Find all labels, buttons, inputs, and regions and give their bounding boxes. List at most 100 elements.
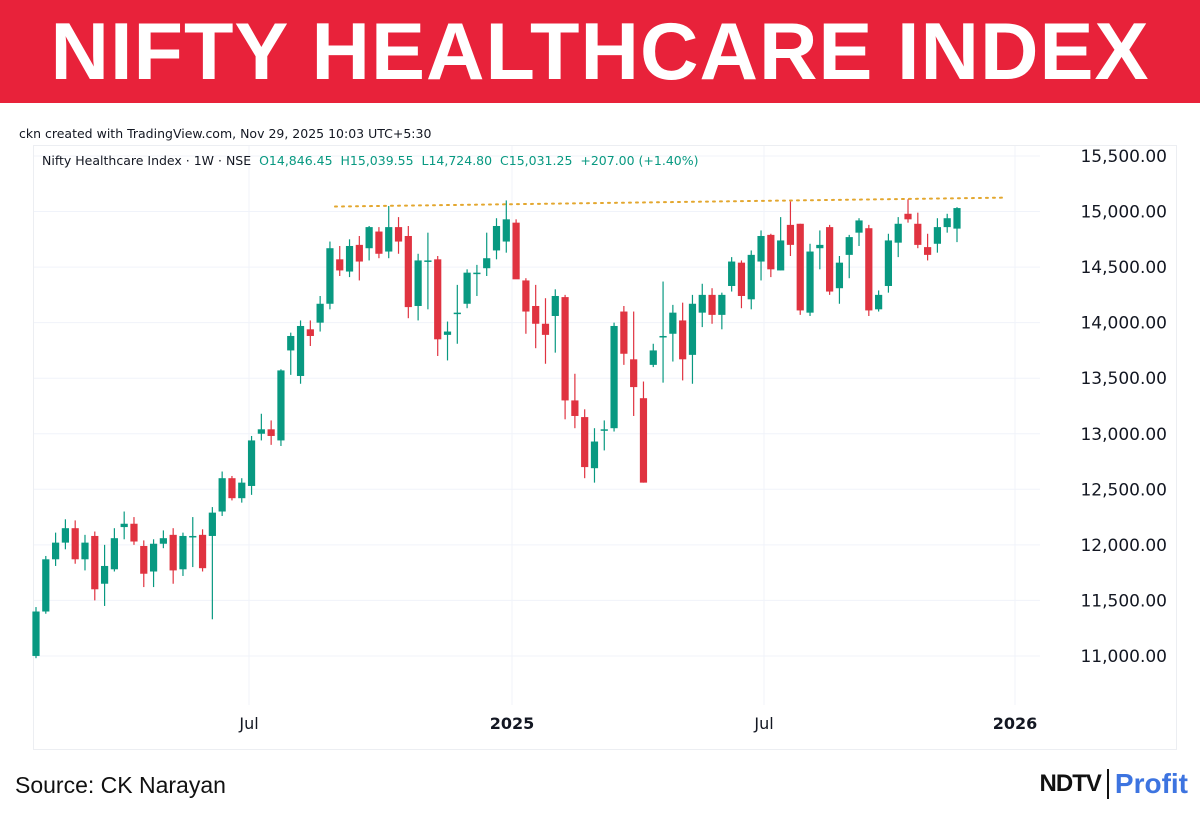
candle-up [287,335,295,351]
candle-up [42,559,50,612]
y-axis-label: 15,000.00 [1080,203,1167,223]
y-axis-label: 12,000.00 [1080,536,1167,556]
logo-profit: Profit [1114,768,1188,799]
candle-down [708,294,716,315]
candle-down [228,478,236,499]
candle-up [81,542,89,560]
candle-down [620,311,628,354]
y-axis-label: 15,500.00 [1080,147,1167,167]
candle-down [630,359,638,388]
candle-up [159,538,167,544]
candle-up [110,538,118,570]
chart-frame [33,145,1177,750]
candle-up [816,244,824,249]
candle-down [404,235,412,308]
ohlc-legend: Nifty Healthcare Index · 1W · NSE O14,84… [42,153,698,168]
candle-up [61,528,69,543]
resistance-line [334,196,1004,208]
candle-down [865,228,873,311]
candle-up [247,440,256,486]
candle-down [71,528,79,560]
candle-up [453,312,461,315]
candle-down [679,320,687,360]
y-axis-label: 12,500.00 [1080,480,1167,500]
candle-up [208,512,216,536]
legend-change: +207.00 (+1.40%) [580,153,699,168]
candle-up [32,611,40,656]
y-axis-label: 11,500.00 [1080,591,1167,611]
candle-up [728,261,736,286]
source-credit: Source: CK Narayan [15,772,226,798]
candle-up [316,303,324,323]
candle-up [414,260,422,306]
candle-up [894,223,902,243]
candle-up [943,218,951,228]
candle-up [600,429,608,431]
x-axis-label: 2026 [993,714,1038,733]
candle-down [541,323,550,335]
legend-open: O14,846.45 [259,153,333,168]
candle-up [610,325,618,429]
candle-down [130,523,138,542]
legend-close: C15,031.25 [500,153,573,168]
logo-ndtv: NDTV [1039,770,1102,797]
candle-up [845,237,853,255]
candle-up [855,220,863,233]
candle-up [669,312,677,334]
y-axis-label: 13,000.00 [1080,425,1167,445]
candle-up [100,565,109,584]
candle-down [826,227,834,292]
candle-up [345,245,354,272]
candle-up [777,240,785,271]
candle-down [532,305,540,324]
candle-up [659,335,667,338]
x-axis-label: Jul [753,714,773,733]
candle-down [639,398,648,483]
ndtv-profit-logo: NDTV Profit [1040,768,1188,800]
y-axis-label: 14,500.00 [1080,258,1167,278]
candle-down [796,223,804,311]
candle-up [257,429,265,434]
candle-up [757,235,765,262]
candle-up [835,262,844,289]
candle-up [483,258,491,269]
candle-down [198,534,207,569]
candle-up [238,482,246,499]
tradingview-credit: ckn created with TradingView.com, Nov 29… [19,126,432,141]
candle-down [140,545,148,574]
candle-up [502,219,510,242]
candle-down [904,213,912,220]
y-axis-label: 11,000.00 [1080,647,1167,667]
candle-up [277,370,285,441]
candle-down [434,259,442,340]
page-title: NIFTY HEALTHCARE INDEX [50,7,1150,97]
candle-down [306,329,314,336]
candle-up [698,294,706,313]
y-axis-label: 14,000.00 [1080,314,1167,334]
candle-down [394,227,403,242]
candle-down [561,297,569,401]
candle-up [806,251,814,313]
candle-up [189,535,197,538]
candle-up [424,260,432,262]
candle-down [512,222,520,280]
candle-up [149,543,158,572]
candle-down [522,280,530,312]
candle-down [375,231,383,254]
candle-up [385,227,393,252]
candle-down [767,234,775,270]
candle-down [571,400,579,416]
candle-up [365,227,373,249]
logo-divider [1106,769,1109,799]
candle-up [875,294,883,310]
candle-up [296,325,305,376]
candle-up [688,303,697,355]
candle-up [218,478,226,512]
candle-down [737,262,746,296]
candle-up [492,225,501,251]
candle-down [581,417,589,468]
title-banner: NIFTY HEALTHCARE INDEX [0,0,1200,103]
y-axis-label: 13,500.00 [1080,369,1167,389]
candle-down [355,244,363,262]
